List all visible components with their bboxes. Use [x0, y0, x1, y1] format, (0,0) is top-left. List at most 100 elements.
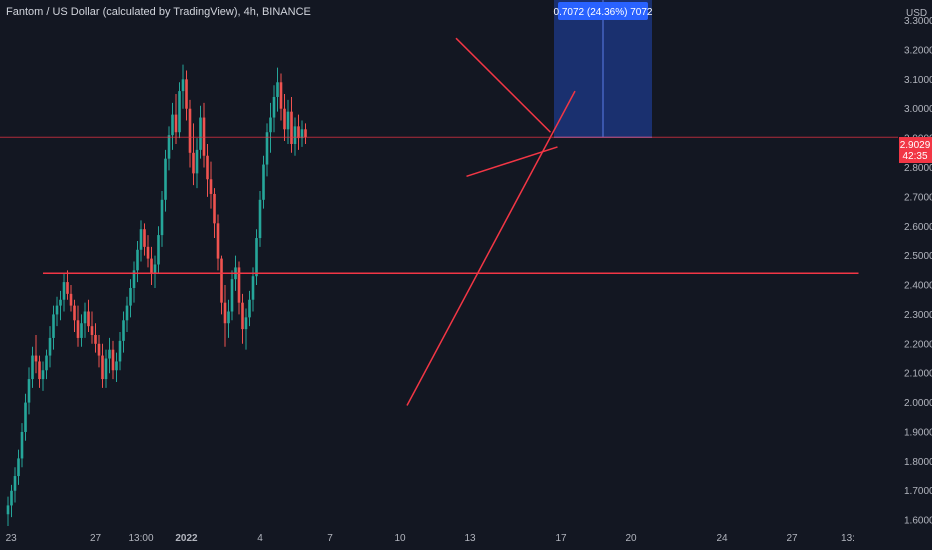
candle — [20, 423, 24, 468]
drawings-layer[interactable] — [0, 37, 898, 406]
candle — [206, 143, 209, 197]
candle — [87, 299, 90, 333]
time-tick-label: 10 — [394, 533, 406, 544]
candle — [150, 246, 153, 286]
price-tick-label: 2.8000 — [904, 163, 932, 174]
candle — [164, 149, 167, 212]
time-tick-label: 27 — [90, 533, 102, 544]
candle — [10, 484, 13, 518]
candle — [34, 334, 38, 374]
price-tick-label: 1.8000 — [904, 457, 932, 468]
price-tick-label: 1.7000 — [904, 486, 932, 497]
candle — [48, 326, 52, 368]
candle — [171, 102, 174, 150]
candle — [62, 273, 66, 312]
current-price-badge: 2.9029 42:35 — [899, 137, 932, 163]
candle — [129, 279, 132, 318]
candle — [153, 255, 157, 288]
candle — [181, 64, 185, 109]
price-tick-label: 1.9000 — [904, 427, 932, 438]
price-tick-label: 2.4000 — [904, 281, 932, 292]
candle — [241, 293, 244, 344]
candle — [69, 285, 73, 312]
candle — [199, 105, 202, 159]
trend-line[interactable] — [466, 146, 558, 178]
time-tick-label: 17 — [555, 533, 567, 544]
candle — [213, 188, 216, 239]
candle — [59, 290, 62, 321]
candle — [286, 99, 290, 144]
candle — [97, 334, 101, 368]
candle — [279, 73, 283, 121]
candle — [188, 99, 192, 168]
candle — [45, 349, 48, 380]
candle — [80, 314, 83, 347]
price-tick-label: 3.3000 — [904, 16, 932, 27]
candle — [293, 117, 297, 156]
candle — [143, 223, 146, 256]
candle — [265, 123, 269, 177]
candle — [52, 305, 55, 350]
candle — [185, 70, 188, 121]
candle — [283, 94, 286, 142]
candle — [76, 305, 80, 347]
time-tick-label: 24 — [716, 533, 728, 544]
candle — [111, 340, 115, 380]
candle — [192, 123, 195, 186]
time-tick-label: 13: — [841, 533, 855, 544]
candle — [297, 114, 300, 150]
measure-label-box — [558, 2, 648, 20]
candle — [157, 226, 160, 274]
candle — [237, 261, 241, 315]
candle — [300, 120, 304, 147]
candle — [66, 270, 69, 300]
time-tick-label: 27 — [786, 533, 798, 544]
price-tick-label: 3.1000 — [904, 75, 932, 86]
measure-box[interactable]: 0.7072 (24.36%) 7072 — [554, 0, 653, 138]
candle — [269, 102, 272, 153]
candle — [216, 214, 220, 271]
candle — [31, 346, 34, 388]
candle — [6, 496, 10, 526]
candle — [251, 267, 255, 312]
price-tick-label: 2.5000 — [904, 251, 932, 262]
candle — [101, 343, 104, 388]
candle — [13, 467, 17, 503]
trend-line[interactable] — [455, 37, 552, 133]
price-axis[interactable]: 1.6000 1.7000 1.8000 1.9000 2.0000 2.1000 2.20… — [904, 16, 932, 527]
price-tick-label: 2.7000 — [904, 192, 932, 203]
candle — [108, 337, 111, 374]
candle — [122, 311, 125, 353]
price-tick-label: 2.2000 — [904, 339, 932, 350]
candle — [27, 367, 31, 415]
candle — [255, 229, 258, 286]
candle — [104, 349, 108, 388]
candle — [258, 191, 262, 247]
current-price-label: 2.9029 — [900, 140, 931, 151]
candles-layer — [6, 64, 307, 526]
candle — [230, 270, 234, 321]
candle — [276, 67, 279, 112]
candle — [125, 296, 129, 333]
price-tick-label: 2.3000 — [904, 310, 932, 321]
candle — [94, 323, 97, 353]
time-axis[interactable]: 23 27 13:00 2022 4 7 10 13 17 20 24 27 13: — [6, 533, 855, 544]
time-tick-label: 7 — [327, 533, 333, 544]
chart-title: Fantom / US Dollar (calculated by Tradin… — [6, 6, 311, 18]
measure-label: 0.7072 (24.36%) 7072 — [554, 7, 653, 18]
candle — [41, 361, 45, 391]
time-tick-label: 4 — [257, 533, 263, 544]
price-tick-label: 3.0000 — [904, 104, 932, 115]
time-tick-label: 23 — [6, 533, 18, 544]
currency-label: USD — [906, 8, 927, 19]
candle — [118, 332, 122, 371]
candle — [132, 261, 136, 303]
candle — [223, 285, 227, 347]
time-tick-label: 13:00 — [128, 533, 153, 544]
candle — [73, 299, 76, 333]
price-tick-label: 3.2000 — [904, 45, 932, 56]
candle — [38, 355, 41, 388]
candle — [146, 235, 150, 268]
trend-line[interactable] — [406, 90, 576, 406]
